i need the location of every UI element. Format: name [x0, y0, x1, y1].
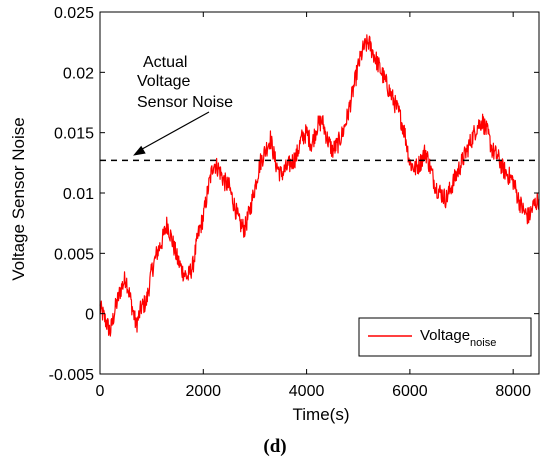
annotation: Actual Voltage Sensor Noise [137, 54, 233, 111]
series-line-voltage-noise [99, 34, 540, 337]
legend-label-main: Voltage [420, 327, 470, 344]
annotation-line-1: Actual [143, 54, 187, 71]
plot-area [99, 34, 540, 337]
y-tick-label: -0.005 [49, 367, 94, 384]
y-axis-title: Voltage Sensor Noise [9, 117, 28, 281]
reference-layer [100, 111, 539, 162]
x-tick-label: 2000 [185, 383, 221, 400]
y-tick-label: 0.025 [54, 5, 94, 22]
annotation-line-2: Voltage [137, 73, 190, 90]
x-axis-title: Time(s) [293, 405, 350, 424]
x-tick-label: 0 [96, 383, 105, 400]
y-tick-label: 0.01 [63, 186, 94, 203]
y-tick-label: 0.015 [54, 126, 94, 143]
legend-box [358, 317, 532, 357]
panel-label: (d) [263, 436, 286, 457]
y-tick-label: 0.005 [54, 246, 94, 263]
annotation-line-3: Sensor Noise [137, 94, 233, 111]
x-tick-label: 4000 [289, 383, 325, 400]
annotation-arrow-head [133, 145, 146, 156]
axes: 0 2000 4000 6000 8000-0.00500.0050.010.0150.… [49, 5, 540, 400]
legend-label-subscript: noise [470, 337, 496, 349]
x-tick-label: 6000 [392, 383, 428, 400]
legend-label: Voltagenoise [420, 327, 496, 349]
y-tick-label: 0 [85, 307, 94, 324]
x-tick-label: 8000 [495, 383, 531, 400]
legend: Voltagenoise [358, 317, 532, 357]
y-tick-label: 0.02 [63, 65, 94, 82]
annotation-arrow-shaft [140, 111, 210, 151]
